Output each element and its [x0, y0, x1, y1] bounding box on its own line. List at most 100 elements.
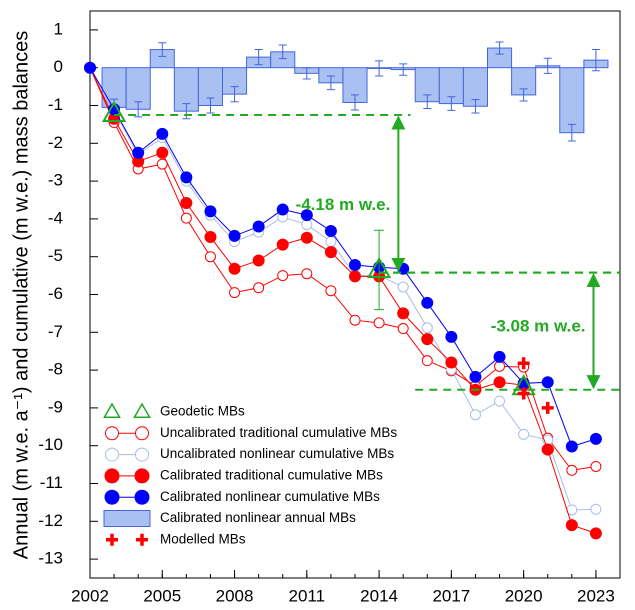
point	[397, 281, 409, 293]
point	[397, 323, 409, 335]
point	[589, 432, 602, 445]
point	[421, 296, 434, 309]
x-tick-label: 2023	[577, 586, 615, 605]
error-bar	[230, 86, 239, 103]
point	[493, 376, 506, 389]
point	[590, 503, 602, 515]
error-bar	[399, 63, 408, 76]
series-line	[89, 67, 596, 511]
point	[325, 285, 337, 297]
legend-label: Geodetic MBs	[160, 404, 245, 419]
legend-label: Uncalibrated nonlinear cumulative MBs	[160, 446, 394, 461]
legend-label: Calibrated nonlinear annual MBs	[160, 510, 356, 525]
cross-marker	[517, 387, 530, 400]
point	[229, 287, 241, 299]
point	[590, 460, 602, 472]
y-axis-label: Annual (m w.e. a⁻¹) and cumulative (m w.…	[10, 31, 32, 560]
point	[180, 197, 193, 210]
error-bar	[134, 101, 143, 118]
point	[228, 262, 241, 275]
point	[276, 203, 289, 216]
y-tick-label: -4	[48, 208, 63, 227]
x-tick-label: 2002	[71, 586, 109, 605]
point	[228, 229, 241, 242]
error-bar	[278, 44, 287, 60]
series-line	[89, 67, 597, 534]
point	[180, 212, 192, 224]
error-bar	[543, 57, 552, 74]
point	[324, 246, 337, 259]
legend-symbol	[136, 533, 148, 546]
series-line	[89, 67, 597, 448]
y-tick-label: -7	[48, 322, 63, 341]
point	[300, 209, 313, 222]
point	[494, 395, 506, 407]
legend-symbol	[106, 533, 118, 546]
y-tick-label: -5	[48, 246, 63, 265]
error-bar	[351, 94, 359, 111]
point	[156, 127, 169, 140]
error-bar	[302, 67, 311, 80]
y-tick-label: -6	[48, 284, 63, 303]
point	[252, 220, 265, 233]
point	[349, 259, 361, 272]
cross-marker	[541, 443, 554, 456]
legend-label: Calibrated traditional cumulative MBs	[160, 467, 383, 482]
legend-label: Uncalibrated traditional cumulative MBs	[160, 425, 397, 440]
point	[252, 254, 265, 267]
error-bar	[591, 49, 600, 72]
error-bar	[182, 103, 191, 120]
cross-marker	[541, 401, 554, 414]
point	[565, 440, 578, 453]
x-tick-label: 2017	[432, 586, 470, 605]
error-bar	[375, 60, 384, 77]
error-bar	[495, 41, 504, 55]
triangle-marker	[366, 256, 392, 279]
x-tick-label: 2014	[360, 586, 398, 605]
y-tick-label: -8	[48, 360, 63, 379]
point	[469, 370, 482, 383]
legend-symbol	[134, 489, 150, 505]
annotation-text: -4.18 m w.e.	[296, 195, 391, 214]
y-tick-label: 0	[54, 57, 63, 76]
point	[325, 236, 337, 248]
point	[300, 231, 313, 244]
point	[84, 61, 96, 74]
point	[493, 350, 506, 363]
legend-symbol	[103, 402, 121, 418]
point	[445, 356, 458, 369]
point	[324, 224, 337, 237]
y-tick-label: -3	[48, 171, 63, 190]
error-bar	[423, 94, 432, 110]
legend-label: Modelled MBs	[160, 531, 246, 546]
cross-marker	[517, 357, 530, 370]
point	[373, 317, 385, 329]
point	[397, 307, 410, 320]
x-tick-label: 2008	[216, 586, 254, 605]
point	[156, 146, 169, 159]
error-bar	[471, 98, 480, 114]
x-tick-label: 2005	[143, 586, 181, 605]
y-tick-label: -9	[48, 397, 63, 416]
annotation-text: -3.08 m w.e.	[491, 317, 586, 336]
triangle-marker	[101, 100, 127, 122]
y-tick-label: -12	[38, 511, 63, 530]
y-tick-label: -13	[38, 549, 63, 568]
legend-symbol	[104, 468, 120, 484]
legend-symbol	[134, 468, 150, 484]
x-tick-label: 2020	[505, 586, 543, 605]
legend-symbol	[105, 426, 119, 441]
point	[421, 322, 433, 334]
legend-symbol	[135, 426, 149, 441]
y-tick-label: 1	[54, 19, 63, 38]
error-bar	[519, 88, 528, 102]
bar	[559, 67, 585, 134]
error-bar	[567, 123, 576, 142]
point	[421, 333, 434, 346]
y-tick-label: -1	[48, 95, 63, 114]
error-bar	[158, 42, 167, 57]
point	[276, 238, 289, 251]
legend-symbol	[104, 489, 120, 505]
legend-symbol	[103, 510, 151, 527]
